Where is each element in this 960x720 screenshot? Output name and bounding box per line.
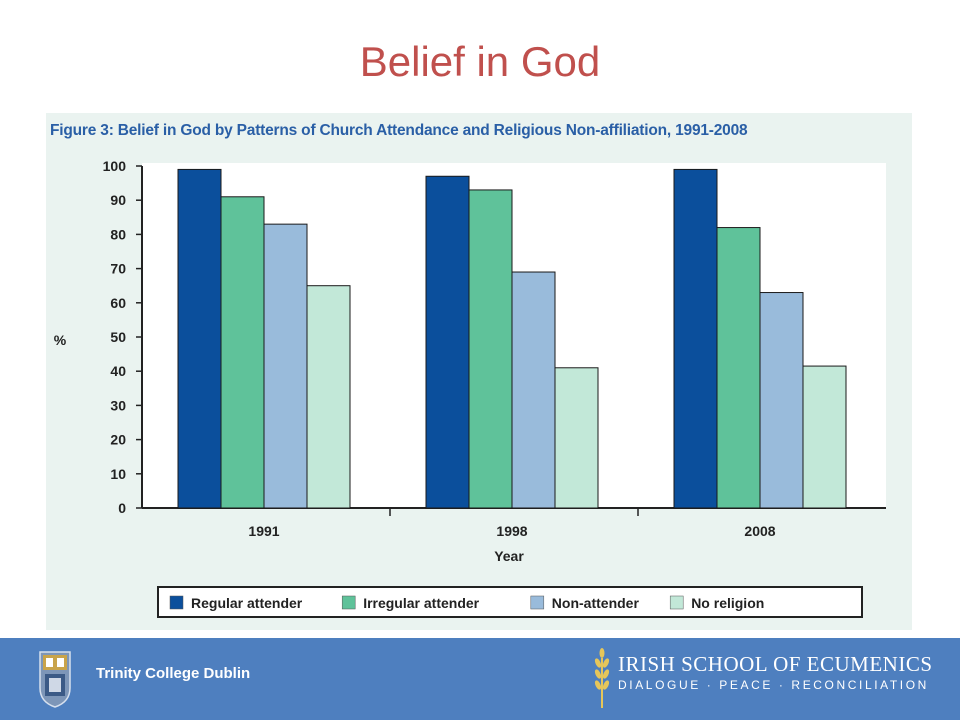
bar-chart: 0 10 20 30 40 50 60 70 80 90 100% 1991 1998 2008 Year R… (54, 158, 886, 618)
bar (220, 196, 265, 509)
bar (425, 175, 470, 509)
slide-title: Belief in God (359, 38, 601, 85)
tcd-crest-icon (39, 651, 71, 708)
bar (716, 227, 761, 509)
y-tick-label: 30 (110, 397, 126, 413)
y-tick-label: 20 (110, 432, 126, 448)
x-axis-label: Year (494, 548, 524, 564)
x-tick-label: 1998 (496, 523, 527, 539)
bar (673, 168, 718, 509)
bar (263, 223, 308, 509)
bar (177, 168, 222, 509)
legend-box (157, 586, 863, 618)
y-tick-label: 50 (110, 329, 126, 345)
legend-label: Irregular attender (363, 595, 479, 611)
y-axis-label: % (54, 332, 67, 348)
bar (511, 271, 556, 509)
wheat-icon (594, 648, 610, 708)
figure-panel: Figure 3: Belief in God by Patterns of C… (46, 113, 912, 630)
x-tick-label: 2008 (744, 523, 775, 539)
bar (468, 189, 513, 509)
school-tagline: DIALOGUE · PEACE · RECONCILIATION (618, 678, 929, 692)
bar (802, 365, 847, 509)
y-tick-label: 60 (110, 295, 126, 311)
y-tick-label: 40 (110, 363, 126, 379)
footer-bar: Trinity College Dublin IRISH SCHOOL OF E… (0, 638, 960, 720)
y-tick-label: 70 (110, 261, 126, 277)
bar (759, 292, 804, 509)
institution-name: Trinity College Dublin (96, 665, 251, 682)
bar (306, 285, 351, 509)
legend-swatch (341, 595, 356, 610)
figure-title: Figure 3: Belief in God by Patterns of C… (50, 122, 748, 139)
y-tick-label: 0 (118, 500, 126, 516)
legend-label: No religion (691, 595, 764, 611)
legend-label: Non-attender (552, 595, 640, 611)
legend-swatch (169, 595, 184, 610)
legend-swatch (530, 595, 545, 610)
school-name: IRISH SCHOOL OF ECUMENICS (618, 652, 933, 676)
y-tick-label: 90 (110, 192, 126, 208)
x-tick-label: 1991 (248, 523, 279, 539)
legend-swatch (669, 595, 684, 610)
y-tick-label: 80 (110, 226, 126, 242)
y-tick-label: 100 (103, 158, 127, 174)
bar (554, 367, 599, 509)
y-tick-label: 10 (110, 466, 126, 482)
legend-label: Regular attender (191, 595, 303, 611)
